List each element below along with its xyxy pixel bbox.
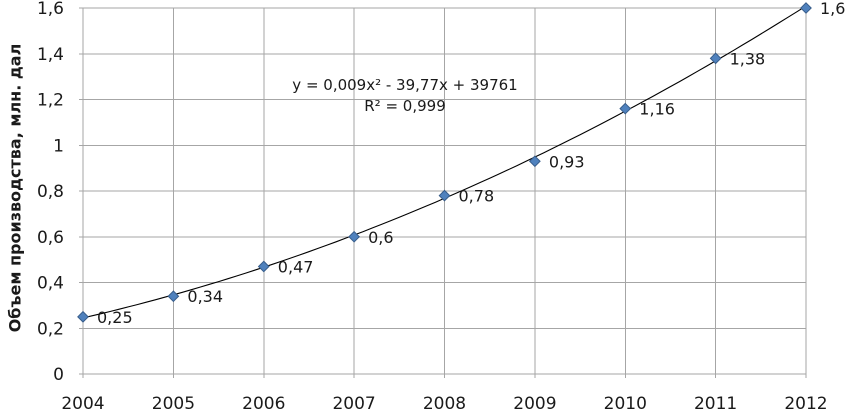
data-label: 1,38: [730, 49, 766, 68]
data-point-marker: [167, 290, 180, 303]
x-tick-label: 2006: [242, 394, 285, 414]
x-tick-labels: 2004 2005 2006 2007 2008 2009 2010 2011 2012: [61, 394, 827, 414]
trendline-annotation: y = 0,009x² - 39,77x + 39761 R² = 0,999: [292, 75, 517, 117]
data-label: 0,6: [368, 228, 393, 247]
data-label: 0,47: [278, 258, 314, 277]
y-tick-labels: 0 0,2 0,4 0,6 0,8 1 1,2 1,4 1,6: [37, 0, 64, 385]
x-tick-label: 2007: [332, 394, 375, 414]
x-tick-label: 2009: [513, 394, 556, 414]
data-label: 1,6: [820, 0, 845, 18]
y-tick-label: 1: [53, 136, 64, 156]
data-point-marker: [257, 260, 270, 273]
x-tick-label: 2008: [423, 394, 466, 414]
y-tick-label: 0: [53, 365, 64, 385]
trendline-equation: y = 0,009x² - 39,77x + 39761: [292, 76, 518, 94]
y-tick-label: 1,2: [37, 91, 64, 111]
y-tick-label: 0,4: [37, 274, 64, 294]
data-label: 0,25: [97, 308, 133, 327]
data-point-marker: [619, 102, 632, 115]
y-tick-label: 0,8: [37, 182, 64, 202]
x-tick-label: 2011: [694, 394, 737, 414]
data-point-marker: [709, 52, 722, 65]
x-tick-label: 2012: [784, 394, 827, 414]
x-tick-label: 2010: [604, 394, 647, 414]
y-axis-title: Объем производства, млн. дал: [5, 43, 25, 333]
x-tick-label: 2005: [152, 394, 195, 414]
x-tick-label: 2004: [61, 394, 104, 414]
y-tick-label: 0,2: [37, 319, 64, 339]
data-point-marker: [348, 230, 361, 243]
data-point-marker: [528, 155, 541, 168]
y-tick-label: 0,6: [37, 228, 64, 248]
data-label: 1,16: [639, 100, 675, 119]
data-points: [77, 2, 812, 323]
y-tick-label: 1,6: [37, 0, 64, 19]
data-label: 0,78: [459, 187, 495, 206]
data-labels: 0,25 0,34 0,47 0,6 0,78 0,93 1,16 1,38 1,6: [97, 0, 845, 327]
y-tick-label: 1,4: [37, 45, 64, 65]
data-label: 0,93: [549, 152, 585, 171]
data-point-marker: [438, 189, 451, 202]
r-squared-value: R² = 0,999: [364, 97, 446, 115]
data-label: 0,34: [187, 287, 223, 306]
data-point-marker: [77, 310, 89, 323]
data-point-marker: [800, 2, 812, 14]
